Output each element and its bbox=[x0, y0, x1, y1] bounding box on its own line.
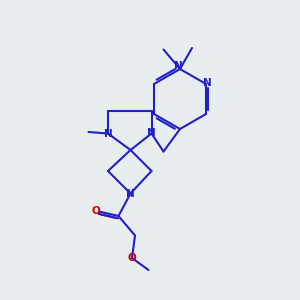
Text: O: O bbox=[92, 206, 100, 216]
Text: N: N bbox=[103, 129, 112, 139]
Text: N: N bbox=[203, 78, 212, 88]
Text: N: N bbox=[147, 128, 156, 138]
Text: N: N bbox=[174, 61, 183, 71]
Text: O: O bbox=[127, 253, 136, 263]
Text: N: N bbox=[126, 189, 135, 199]
